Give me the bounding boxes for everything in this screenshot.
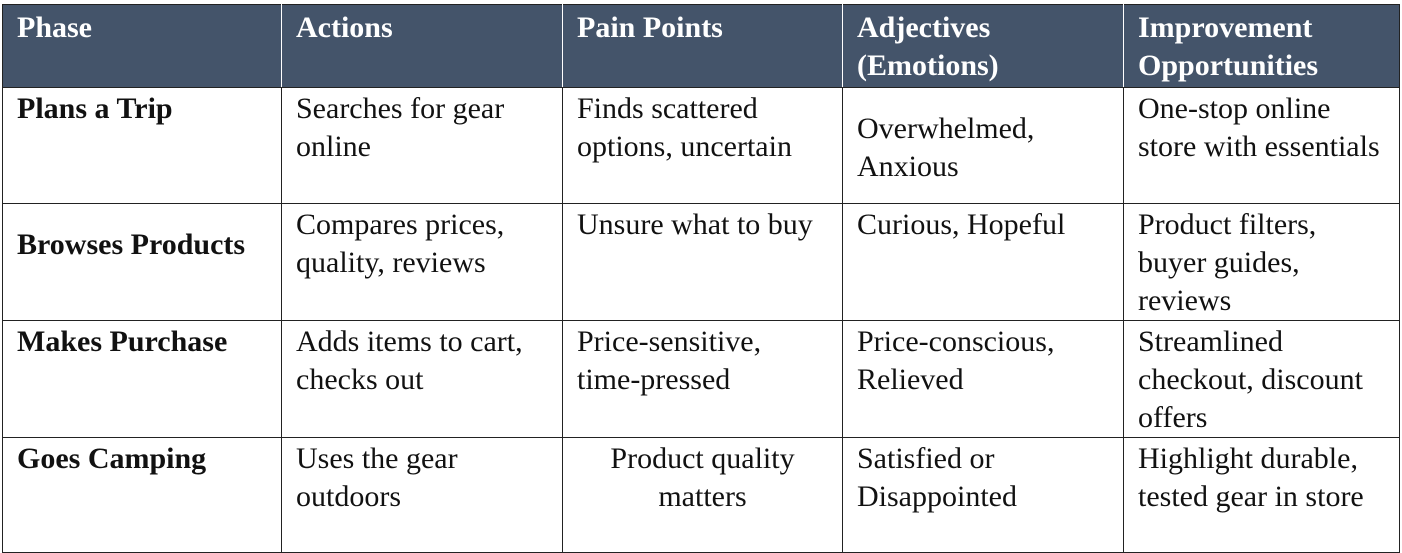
phase-cell: Goes Camping bbox=[2, 437, 282, 553]
pain-points-cell: Unsure what to buy bbox=[562, 203, 843, 321]
header-phase: Phase bbox=[2, 4, 282, 88]
improvements-cell: Highlight durable, tested gear in store bbox=[1123, 437, 1400, 553]
header-actions: Actions bbox=[281, 4, 563, 88]
table-row: Goes Camping Uses the gear outdoors Prod… bbox=[2, 437, 1400, 553]
actions-cell: Uses the gear outdoors bbox=[281, 437, 563, 553]
adjectives-cell: Satisfied or Disappointed bbox=[842, 437, 1124, 553]
improvements-cell: Streamlined checkout, discount offers bbox=[1123, 320, 1400, 438]
customer-journey-table: Phase Actions Pain Points Adjectives (Em… bbox=[2, 4, 1400, 553]
phase-cell: Plans a Trip bbox=[2, 87, 282, 204]
table-row: Browses Products Compares prices, qualit… bbox=[2, 203, 1400, 321]
pain-points-cell: Finds scattered options, uncertain bbox=[562, 87, 843, 204]
table-header: Phase Actions Pain Points Adjectives (Em… bbox=[2, 4, 1400, 88]
header-pain-points: Pain Points bbox=[562, 4, 843, 88]
actions-cell: Adds items to cart, checks out bbox=[281, 320, 563, 438]
header-row: Phase Actions Pain Points Adjectives (Em… bbox=[2, 4, 1400, 88]
improvements-cell: One-stop online store with essentials bbox=[1123, 87, 1400, 204]
pain-points-cell: Product quality matters bbox=[562, 437, 843, 553]
table-row: Makes Purchase Adds items to cart, check… bbox=[2, 320, 1400, 438]
actions-cell: Searches for gear online bbox=[281, 87, 563, 204]
header-improvements: Improvement Opportunities bbox=[1123, 4, 1400, 88]
phase-cell: Browses Products bbox=[2, 203, 282, 321]
adjectives-cell: Overwhelmed, Anxious bbox=[842, 87, 1124, 204]
improvements-cell: Product filters, buyer guides, reviews bbox=[1123, 203, 1400, 321]
phase-cell: Makes Purchase bbox=[2, 320, 282, 438]
table-body: Plans a Trip Searches for gear online Fi… bbox=[2, 87, 1400, 553]
table-row: Plans a Trip Searches for gear online Fi… bbox=[2, 87, 1400, 204]
adjectives-cell: Price-conscious, Relieved bbox=[842, 320, 1124, 438]
actions-cell: Compares prices, quality, reviews bbox=[281, 203, 563, 321]
header-adjectives: Adjectives (Emotions) bbox=[842, 4, 1124, 88]
adjectives-cell: Curious, Hopeful bbox=[842, 203, 1124, 321]
pain-points-cell: Price-sensitive, time-pressed bbox=[562, 320, 843, 438]
